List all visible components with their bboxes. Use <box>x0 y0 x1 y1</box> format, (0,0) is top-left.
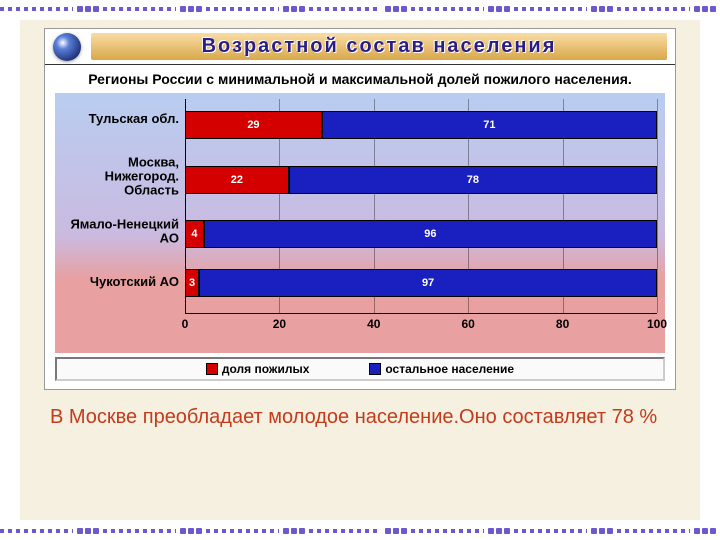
globe-icon <box>53 33 81 61</box>
x-tick: 20 <box>273 317 286 331</box>
legend-item: остальное население <box>369 362 514 376</box>
chart-subtitle: Регионы России с минимальной и максималь… <box>45 65 675 89</box>
bar-segment: 29 <box>185 111 322 139</box>
x-tick: 40 <box>367 317 380 331</box>
plot-area: Тульская обл. Москва, Нижегород. Область Я… <box>55 93 665 353</box>
category-label: Чукотский АО <box>59 275 179 289</box>
bar-segment: 71 <box>322 111 657 139</box>
x-tick: 80 <box>556 317 569 331</box>
bar-segment: 4 <box>185 220 204 248</box>
x-tick: 100 <box>647 317 667 331</box>
footer-text: В Москве преобладает молодое население.О… <box>50 404 670 430</box>
title-bg: Возрастной состав населения <box>91 33 667 60</box>
bar-row: 496 <box>185 220 657 248</box>
decor-border-top <box>0 0 720 18</box>
decor-border-bottom <box>0 522 720 540</box>
bar-segment: 22 <box>185 166 289 194</box>
category-label: Ямало-Ненецкий АО <box>59 217 179 246</box>
legend: доля пожилых остальное население <box>55 357 665 381</box>
bar-segment: 97 <box>199 269 657 297</box>
y-labels: Тульская обл. Москва, Нижегород. Область Я… <box>55 93 185 313</box>
legend-item: доля пожилых <box>206 362 309 376</box>
category-label: Москва, Нижегород. Область <box>59 155 179 198</box>
bar-row: 2971 <box>185 111 657 139</box>
x-tick: 0 <box>182 317 189 331</box>
x-ticks: 020406080100 <box>185 317 657 337</box>
bar-segment: 3 <box>185 269 199 297</box>
legend-label: доля пожилых <box>222 362 309 376</box>
legend-swatch <box>369 363 381 375</box>
legend-label: остальное население <box>385 362 514 376</box>
chart-panel: Возрастной состав населения Регионы Росс… <box>44 28 676 390</box>
category-label: Тульская обл. <box>59 112 179 126</box>
x-tick: 60 <box>462 317 475 331</box>
chart-title: Возрастной состав населения <box>202 35 557 57</box>
bar-segment: 96 <box>204 220 657 248</box>
title-bar: Возрастной состав населения <box>45 29 675 65</box>
bar-row: 397 <box>185 269 657 297</box>
legend-swatch <box>206 363 218 375</box>
bar-row: 2278 <box>185 166 657 194</box>
bar-segment: 78 <box>289 166 657 194</box>
bars-container: 29712278496397 <box>185 99 657 313</box>
slide-content: Возрастной состав населения Регионы Росс… <box>20 20 700 520</box>
x-axis <box>185 313 657 314</box>
